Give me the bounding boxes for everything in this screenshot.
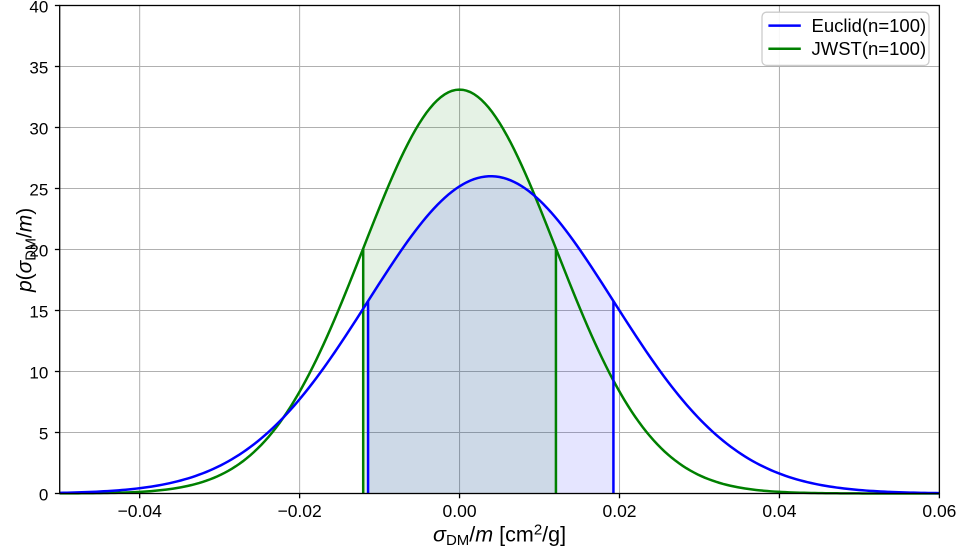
svg-text:20: 20 bbox=[29, 242, 48, 261]
svg-text:σDM/m [cm2/g]: σDM/m [cm2/g] bbox=[433, 522, 566, 548]
svg-text:0.06: 0.06 bbox=[922, 501, 956, 521]
svg-text:5: 5 bbox=[39, 425, 48, 444]
svg-text:Euclid(n=100): Euclid(n=100) bbox=[812, 15, 927, 36]
svg-text:30: 30 bbox=[29, 120, 48, 139]
svg-text:p(σDM/m): p(σDM/m) bbox=[14, 208, 40, 293]
svg-text:40: 40 bbox=[29, 0, 48, 17]
svg-text:0.00: 0.00 bbox=[443, 501, 477, 521]
svg-text:15: 15 bbox=[29, 303, 48, 322]
svg-text:10: 10 bbox=[29, 364, 48, 383]
svg-text:JWST(n=100): JWST(n=100) bbox=[812, 38, 927, 59]
svg-text:−0.02: −0.02 bbox=[277, 501, 321, 521]
svg-text:35: 35 bbox=[29, 59, 48, 78]
svg-text:0: 0 bbox=[39, 486, 48, 505]
svg-text:−0.04: −0.04 bbox=[118, 501, 163, 521]
svg-text:0.04: 0.04 bbox=[762, 501, 796, 521]
svg-text:0.02: 0.02 bbox=[602, 501, 636, 521]
svg-text:25: 25 bbox=[29, 181, 48, 200]
